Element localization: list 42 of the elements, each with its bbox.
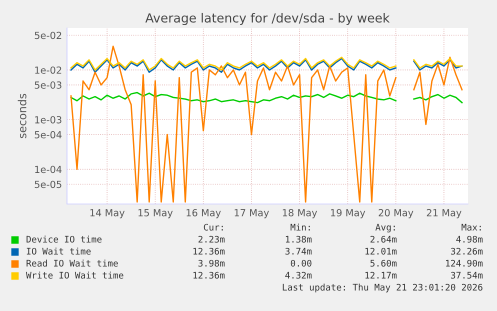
text: 12.36m — [193, 272, 225, 279]
x-tick-label: 17 May — [234, 209, 269, 218]
text: 2.64m — [370, 236, 397, 243]
text: 12.17m — [365, 272, 397, 279]
text: Cur: — [204, 224, 223, 231]
y-tick-label: 1e-03 — [35, 116, 62, 124]
text: Min: — [290, 224, 310, 231]
y-tick-label: 5e-04 — [34, 131, 62, 138]
text: 3.74m — [285, 248, 312, 255]
legend-label: IO Wait time — [26, 248, 91, 255]
y-tick-label: 5e-05 — [34, 180, 62, 188]
text: 5.60m — [370, 260, 397, 267]
text: Last update: Thu May 21 23:01:20 2026 — [282, 284, 482, 292]
text: 2.23m — [198, 236, 225, 243]
text: 0.00 — [290, 260, 312, 267]
text: Max: — [462, 224, 481, 231]
y-tick-label: 5e-02 — [34, 32, 62, 40]
y-tick-label: 1e-02 — [35, 66, 62, 74]
text: 124.90m — [446, 260, 483, 267]
text: 37.54m — [450, 272, 483, 279]
x-tick-label: 16 May — [186, 209, 221, 218]
text: 4.32m — [285, 272, 312, 279]
x-tick-label: 15 May — [138, 209, 173, 218]
text: 12.36m — [193, 248, 225, 255]
y-axis-title: seconds — [18, 94, 26, 138]
text: 1.38m — [286, 236, 312, 243]
chart-title: Average latency for /dev/sda - by week — [145, 12, 390, 26]
x-tick-label: 14 May — [90, 209, 125, 218]
x-tick-label: 21 May — [426, 209, 462, 218]
text: Avg: — [375, 224, 395, 232]
legend-label: Device IO time — [26, 236, 102, 243]
x-tick-label: 19 May — [330, 209, 366, 218]
legend-label: Read IO Wait time — [26, 260, 118, 267]
y-tick-label: 5e-03 — [34, 81, 62, 89]
y-tick-label: 1e-04 — [35, 166, 62, 174]
text: 3.98m — [198, 260, 225, 267]
x-tick-label: 18 May — [282, 209, 318, 218]
text: 32.26m — [450, 248, 483, 255]
x-tick-label: 20 May — [378, 209, 414, 218]
text: 12.01m — [365, 248, 397, 255]
legend-label: Write IO Wait time — [26, 272, 124, 279]
text: 4.98m — [456, 236, 483, 243]
